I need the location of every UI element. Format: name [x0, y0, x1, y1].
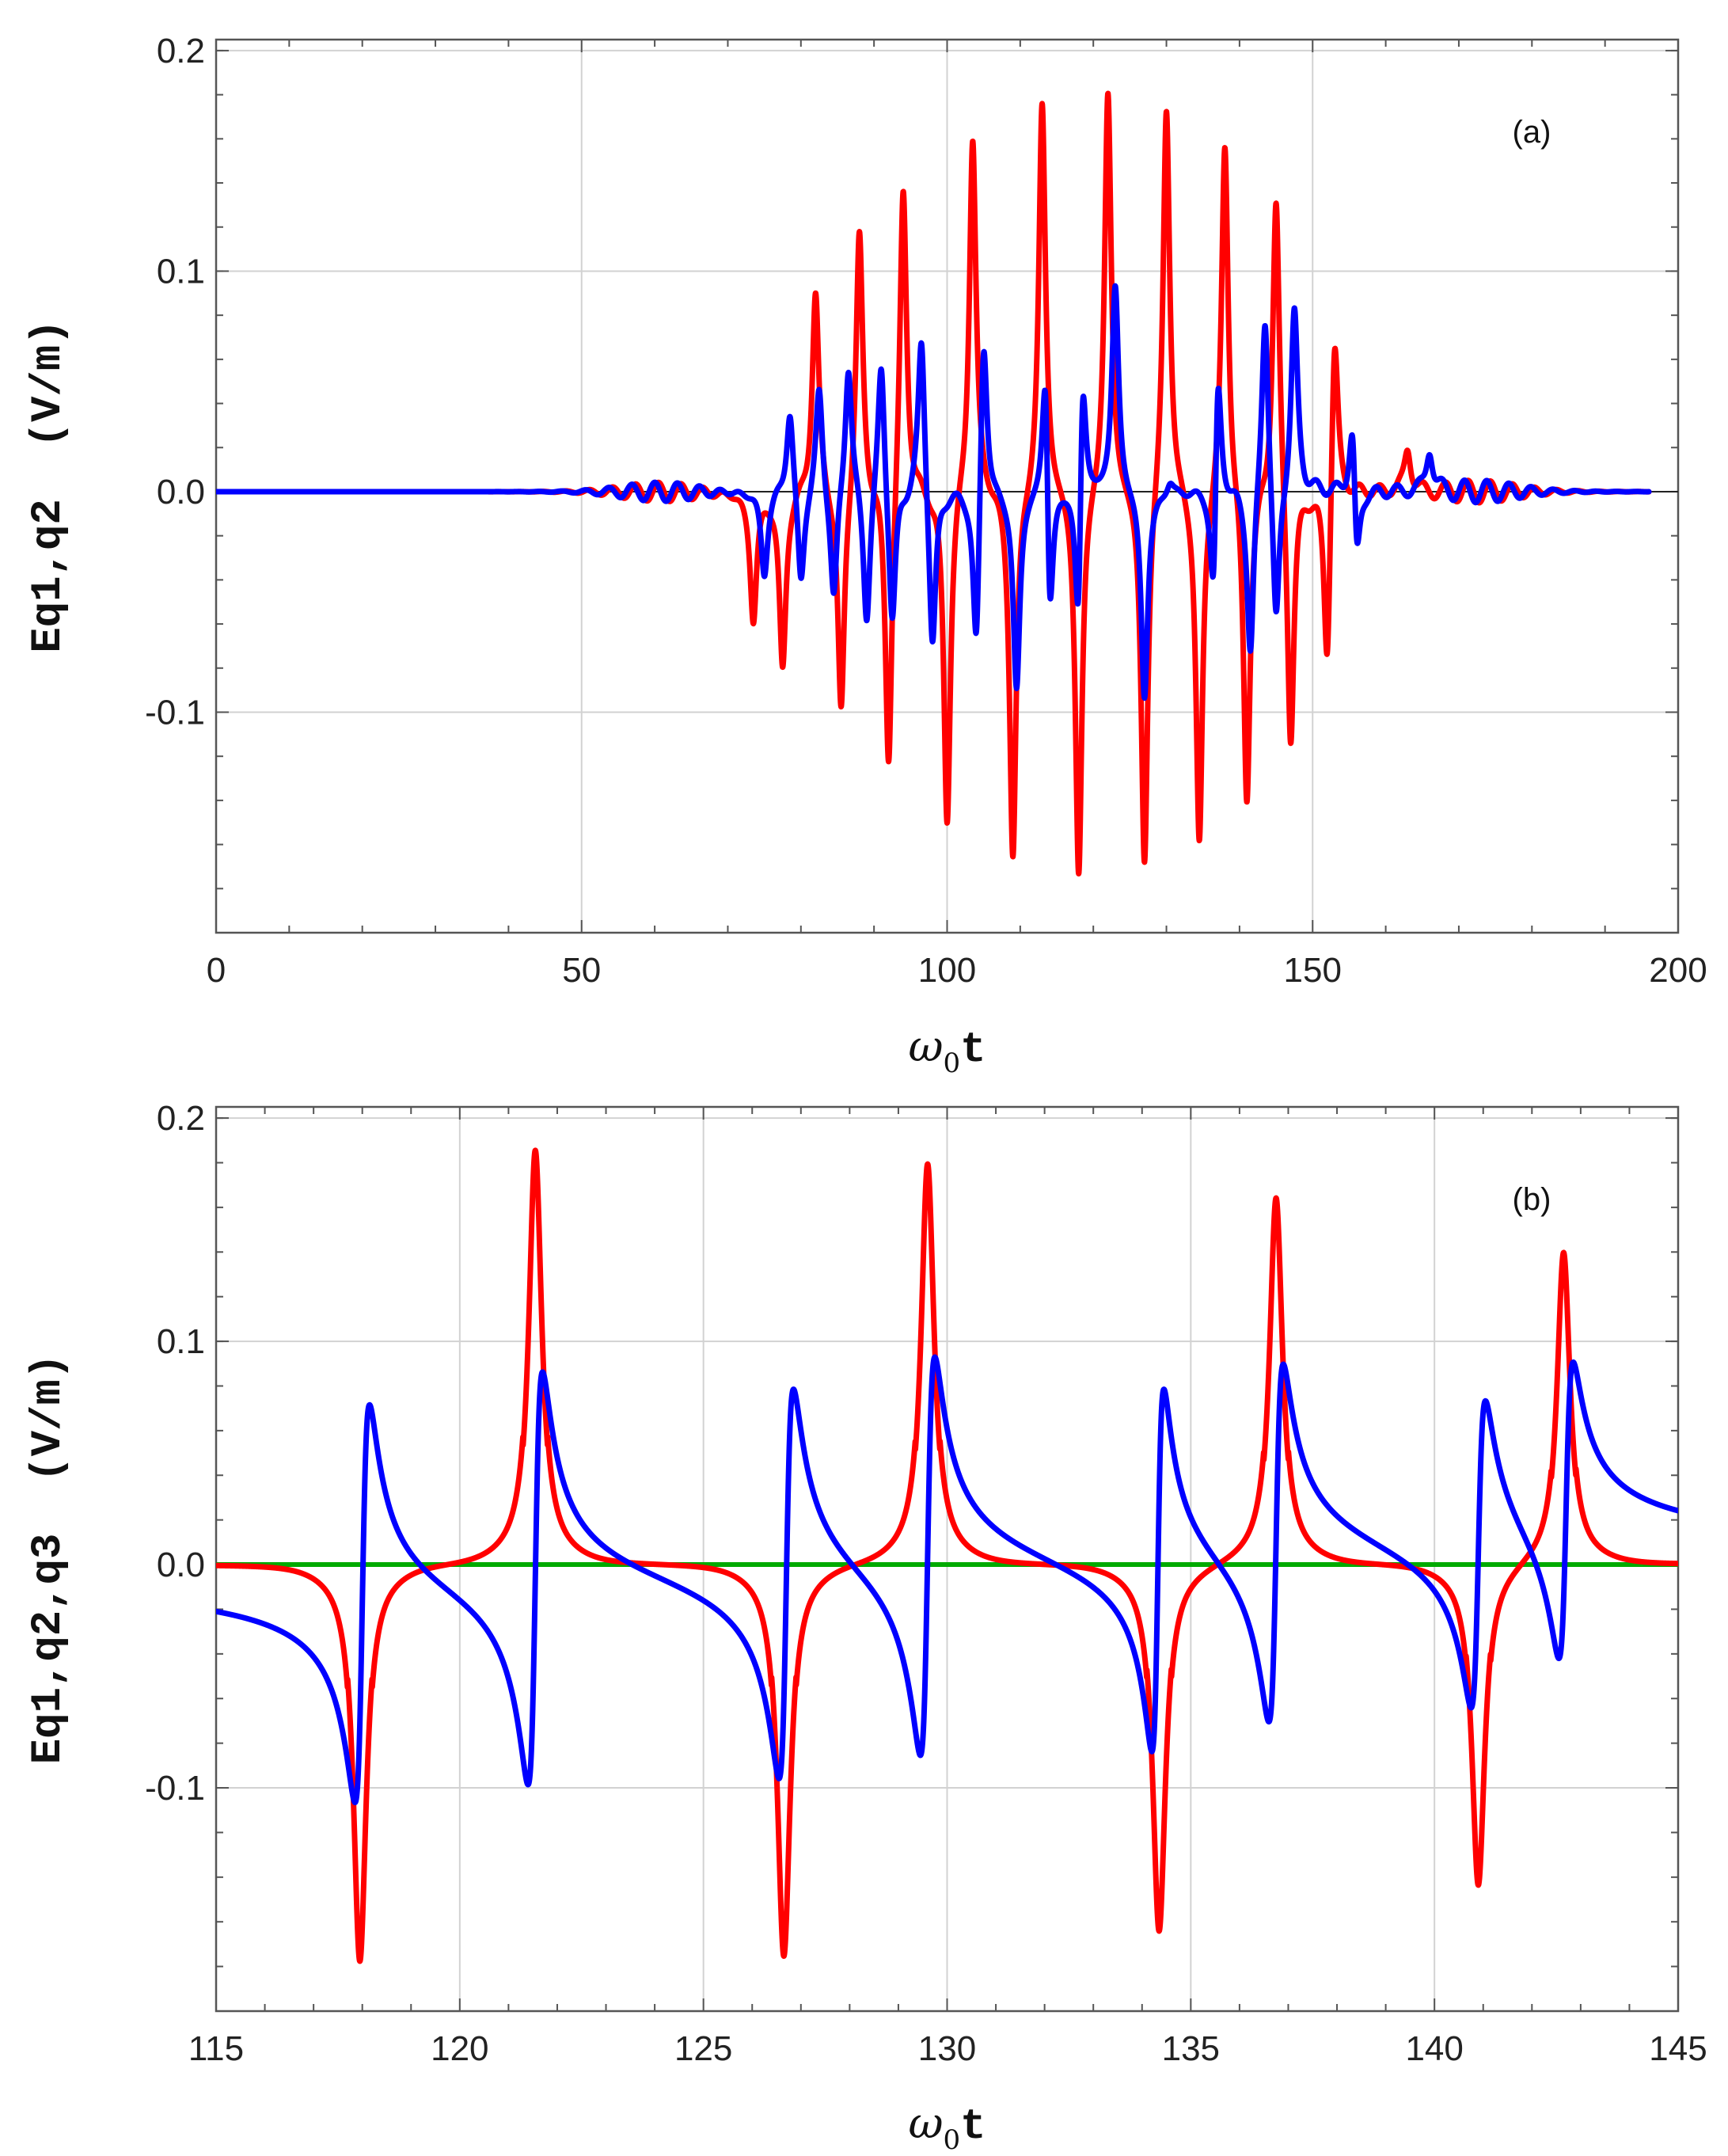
y-tick-label: 0.0	[157, 473, 205, 511]
series-line-blue	[216, 1354, 1678, 1806]
x-tick-label: 145	[1649, 2029, 1707, 2068]
x-tick-label: 130	[918, 2029, 976, 2068]
x-tick-label: 100	[918, 951, 976, 990]
series-group	[216, 90, 1678, 877]
x-tick-label: 125	[674, 2029, 732, 2068]
x-axis-label: ω0t	[908, 1021, 986, 1079]
x-tick-label: 135	[1162, 2029, 1220, 2068]
x-tick-label: 50	[562, 951, 601, 990]
series-line-blue	[216, 283, 1652, 702]
x-tick-label: 150	[1284, 951, 1342, 990]
panel-a: 0 50 100 150 200 -0.1 0.0 0.1 0.2 (a) Eq1,q2 (V/m)…	[25, 32, 1707, 1079]
panel-label: (a)	[1513, 115, 1551, 150]
x-axis-label-omega: ω	[908, 2098, 943, 2148]
y-tick-label: 0.2	[157, 1099, 205, 1138]
y-axis-label: Eq1,q2,q3 (V/m)	[25, 1354, 73, 1764]
x-tick-label: 200	[1649, 951, 1707, 990]
y-tick-label: 0.1	[157, 252, 205, 291]
x-axis-label-suffix: t	[960, 1026, 986, 1074]
y-tick-label: -0.1	[145, 1769, 205, 1808]
series-line-red	[216, 90, 1652, 877]
y-tick-label: 0.0	[157, 1546, 205, 1584]
x-axis-label-subscript: 0	[944, 1048, 961, 1079]
series-group	[216, 1147, 1678, 1964]
x-tick-label: 120	[431, 2029, 488, 2068]
x-axis-label: ω0t	[908, 2098, 986, 2156]
x-tick-label: 115	[188, 2029, 244, 2068]
x-axis-label-subscript: 0	[944, 2124, 961, 2156]
x-tick-label: 140	[1405, 2029, 1463, 2068]
panel-label: (b)	[1513, 1182, 1551, 1217]
x-axis-label-omega: ω	[908, 1021, 943, 1071]
y-tick-label: -0.1	[145, 693, 205, 732]
y-tick-label: 0.2	[157, 32, 205, 70]
series-line-red	[216, 1147, 1678, 1964]
x-tick-label: 0	[207, 951, 226, 990]
x-axis-label-suffix: t	[960, 2103, 986, 2151]
y-axis-label: Eq1,q2 (V/m)	[25, 319, 73, 652]
y-tick-label: 0.1	[157, 1322, 205, 1361]
panel-b: 115 120 125 130 135 140 145 -0.1 0.0 0.1 0.2 (b) Eq1…	[25, 1099, 1707, 2156]
